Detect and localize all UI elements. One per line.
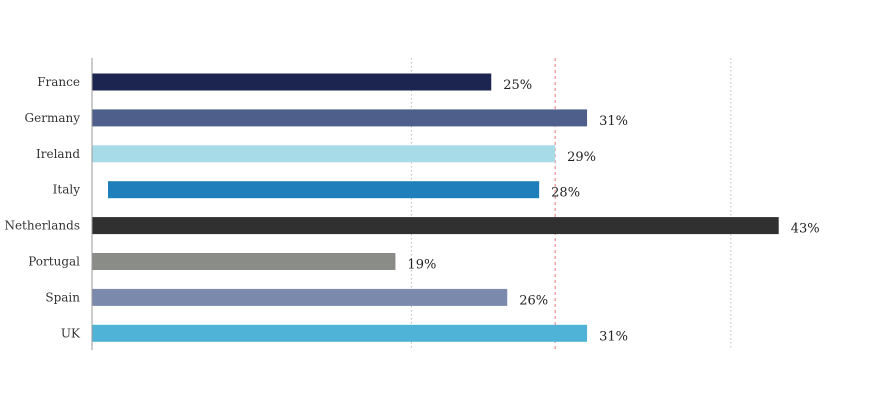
- bar-france: [92, 73, 492, 91]
- category-label-uk: UK: [61, 326, 81, 340]
- bar-italy: [108, 181, 540, 199]
- gridlines: [410, 58, 732, 350]
- category-label-germany: Germany: [25, 111, 81, 125]
- category-label-netherlands: Netherlands: [4, 219, 80, 233]
- bars: [92, 73, 779, 342]
- value-label-spain: 26%: [519, 293, 548, 308]
- bar-uk: [92, 324, 588, 342]
- category-label-ireland: Ireland: [36, 147, 80, 161]
- value-label-germany: 31%: [599, 114, 628, 129]
- bar-spain: [92, 288, 508, 306]
- bar-portugal: [92, 253, 396, 270]
- bar-ireland: [92, 145, 556, 163]
- value-label-france: 25%: [503, 78, 532, 93]
- category-label-spain: Spain: [45, 290, 80, 304]
- category-label-france: France: [37, 75, 80, 89]
- value-label-netherlands: 43%: [791, 222, 820, 237]
- value-label-ireland: 29%: [567, 150, 596, 165]
- bar-netherlands: [92, 217, 779, 235]
- bar-germany: [92, 109, 588, 127]
- category-label-italy: Italy: [53, 183, 81, 197]
- labels: France 25% Germany 31% Ireland 29% Italy 28% Net…: [4, 75, 819, 344]
- value-label-portugal: 19%: [407, 258, 436, 273]
- value-label-uk: 31%: [599, 329, 628, 344]
- category-label-portugal: Portugal: [28, 255, 80, 269]
- value-label-italy: 28%: [551, 186, 580, 201]
